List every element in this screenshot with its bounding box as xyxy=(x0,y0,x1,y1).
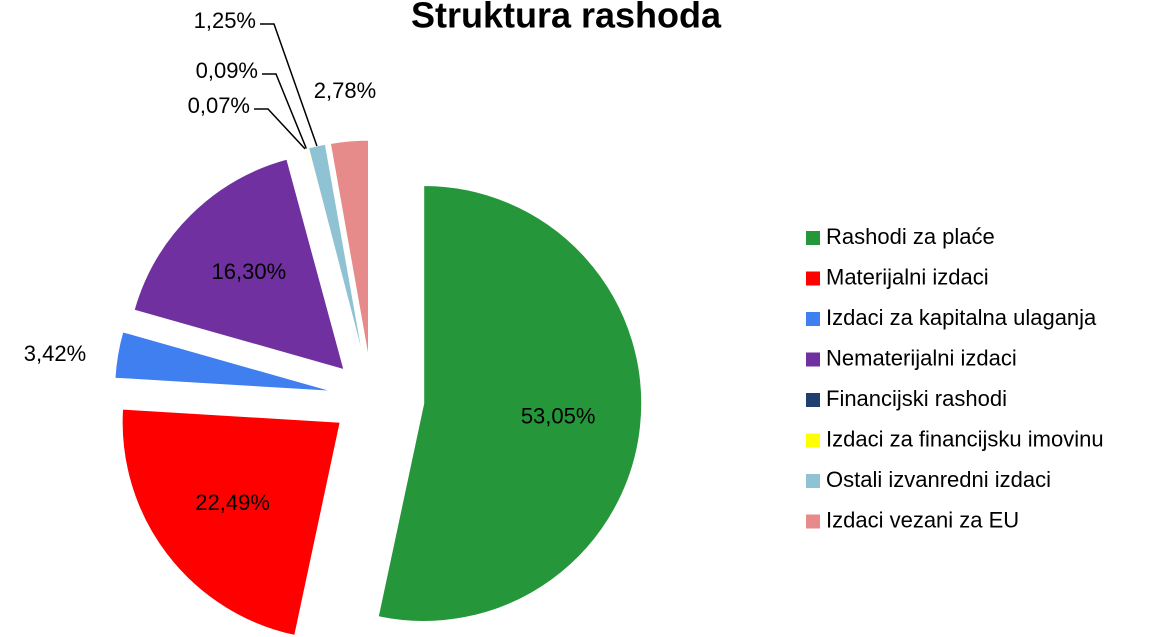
data-label: 53,05% xyxy=(521,403,596,428)
legend-label: Rashodi za plaće xyxy=(826,224,995,249)
data-label: 3,42% xyxy=(24,341,86,366)
pie-slice xyxy=(121,408,341,637)
legend-label: Izdaci za kapitalna ulaganja xyxy=(826,305,1097,330)
legend-swatch xyxy=(806,271,820,286)
pie-slice xyxy=(133,158,345,371)
pie-slice xyxy=(114,331,333,392)
legend-swatch xyxy=(806,393,820,407)
legend-swatch xyxy=(806,474,820,488)
data-label: 1,25% xyxy=(194,8,256,33)
leader-line xyxy=(262,73,308,149)
legend-swatch xyxy=(806,514,820,529)
pie-slice xyxy=(377,184,643,622)
legend-swatch xyxy=(806,352,820,367)
data-label: 0,09% xyxy=(196,58,258,83)
pie-slice xyxy=(329,139,369,359)
leader-line xyxy=(254,108,306,150)
data-label: 0,07% xyxy=(188,93,250,118)
legend-label: Nematerijalni izdaci xyxy=(826,345,1017,370)
chart-title: Struktura rashoda xyxy=(411,0,722,36)
legend-swatch xyxy=(806,312,820,326)
legend-label: Izdaci vezani za EU xyxy=(826,507,1019,532)
legend-label: Materijalni izdaci xyxy=(826,264,989,289)
leader-line xyxy=(260,23,318,147)
legend-label: Financijski rashodi xyxy=(826,386,1007,411)
data-label: 2,78% xyxy=(314,78,376,103)
data-label: 16,30% xyxy=(212,259,287,284)
data-label: 22,49% xyxy=(195,490,270,515)
legend-label: Ostali izvanredni izdaci xyxy=(826,467,1051,492)
legend-swatch xyxy=(806,231,820,245)
legend-label: Izdaci za financijsku imovinu xyxy=(826,426,1104,451)
legend-swatch xyxy=(806,433,820,448)
